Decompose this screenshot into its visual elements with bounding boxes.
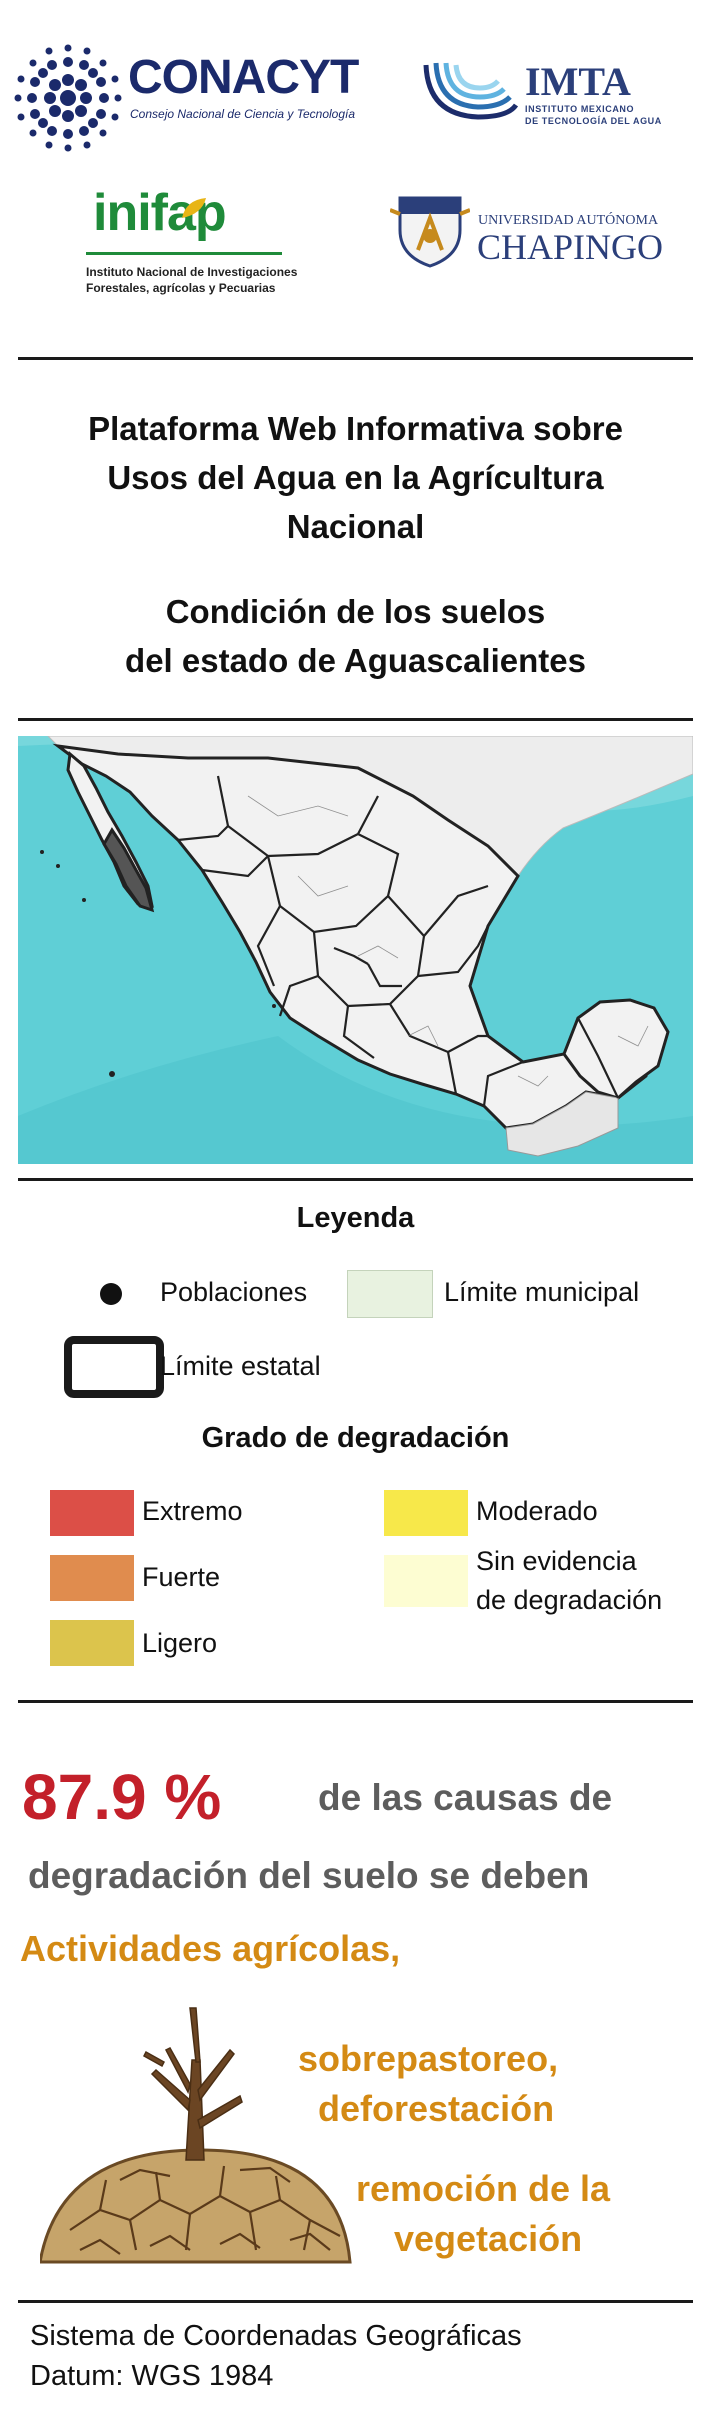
dry-tree-cracked-soil-icon (40, 2007, 352, 2264)
legend-fuerte: Fuerte (142, 1562, 221, 1592)
legend-heading: Leyenda (296, 1202, 415, 1234)
swatch-fuerte (50, 1555, 134, 1601)
cause-deforestation: deforestación (318, 2088, 555, 2129)
conacyt-logo-icon (14, 44, 122, 152)
legend-poblaciones: Poblaciones (160, 1277, 308, 1307)
legend-limite-estatal: Límite estatal (160, 1351, 321, 1381)
inifap-leaf-icon (182, 198, 206, 218)
stat-percent: 87.9 % (22, 1761, 222, 1833)
imta-logo-icon (423, 62, 518, 120)
cause-overgrazing: sobrepastoreo, (298, 2038, 559, 2079)
legend-moderado: Moderado (476, 1496, 598, 1526)
divider-1 (18, 357, 693, 360)
subtitle-line1: Condición de los suelos (165, 593, 546, 630)
cause-vegetation-removal-line2: vegetación (394, 2218, 583, 2259)
divider-2 (18, 718, 693, 721)
stat-text-line1: de las causas de (318, 1777, 613, 1818)
inifap-subtitle-line1: Instituto Nacional de Investigaciones (86, 265, 298, 279)
swatch-extremo (50, 1490, 134, 1536)
title-line3: Nacional (286, 508, 425, 545)
conacyt-name: CONACYT (128, 51, 359, 104)
title-line1: Plataforma Web Informativa sobre (88, 410, 623, 447)
swatch-moderado (384, 1490, 468, 1536)
legend-ligero: Ligero (142, 1628, 218, 1658)
chapingo-name: CHAPINGO (477, 227, 664, 267)
divider-4 (18, 1700, 693, 1703)
footer-coordinate-system: Sistema de Coordenadas Geográficas (30, 2320, 522, 2352)
footer-datum: Datum: WGS 1984 (30, 2360, 274, 2392)
swatch-sin-evidencia (384, 1555, 468, 1607)
legend-sin-evidencia-line1: Sin evidencia (476, 1546, 637, 1576)
poblaciones-dot-icon (100, 1283, 122, 1305)
limite-estatal-swatch (64, 1336, 164, 1398)
imta-subtitle-line2: DE TECNOLOGÍA DEL AGUA (525, 116, 662, 126)
title-line2: Usos del Agua en la Agrícultura (107, 459, 604, 496)
legend-extremo: Extremo (142, 1496, 243, 1526)
chapingo-crest-icon (390, 196, 470, 268)
chapingo-subtitle: UNIVERSIDAD AUTÓNOMA (478, 213, 659, 228)
imta-name: IMTA (525, 59, 631, 104)
map-yucatan (562, 998, 670, 1100)
swatch-ligero (50, 1620, 134, 1666)
limite-municipal-swatch (347, 1270, 433, 1318)
degradation-heading: Grado de degradación (201, 1422, 510, 1454)
map-highlighted-state (102, 827, 155, 913)
subtitle-line2: del estado de Aguascalientes (125, 642, 586, 679)
map-state-lines (177, 775, 619, 1107)
conacyt-subtitle: Consejo Nacional de Ciencia y Tecnología (130, 107, 356, 121)
divider-5 (18, 2300, 693, 2303)
legend-sin-evidencia-line2: de degradación (476, 1585, 663, 1615)
cause-agricultural: Actividades agrícolas, (20, 1928, 401, 1969)
mexico-map (18, 736, 693, 1164)
imta-subtitle-line1: INSTITUTO MEXICANO (525, 104, 635, 114)
inifap-divider (86, 252, 282, 255)
legend-limite-municipal: Límite municipal (444, 1277, 640, 1307)
divider-3 (18, 1178, 693, 1181)
inifap-name: inifap (93, 184, 227, 242)
cause-vegetation-removal-line1: remoción de la (356, 2168, 611, 2209)
inifap-subtitle-line2: Forestales, agrícolas y Pecuarias (86, 281, 276, 295)
stat-text-line2: degradación del suelo se deben (28, 1855, 590, 1896)
